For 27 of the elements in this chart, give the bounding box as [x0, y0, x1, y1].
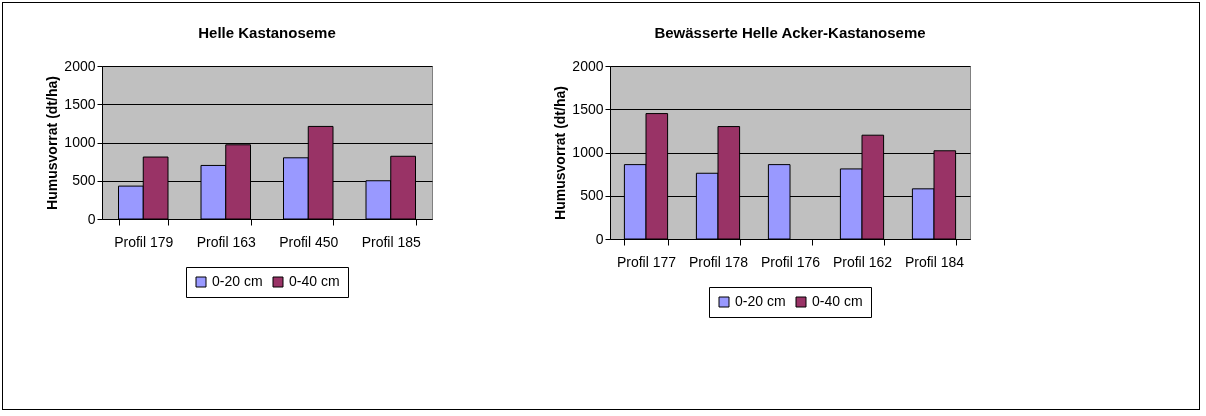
y-tick-label: 500 — [580, 187, 604, 204]
y-tick-label: 1000 — [64, 134, 96, 150]
chart-title: Helle Kastanoseme — [198, 24, 336, 41]
y-tick-label: 0 — [595, 230, 604, 247]
x-tick-label: Profil 185 — [361, 233, 422, 250]
x-tick-label: Profil 184 — [904, 253, 965, 270]
legend-label: 0-20 cm — [212, 273, 263, 289]
x-tick-label: Profil 162 — [832, 253, 893, 270]
y-tick-label: 0 — [87, 210, 96, 227]
x-tick-label: Profil 163 — [196, 233, 257, 250]
x-tick-label: Profil 179 — [114, 233, 174, 250]
x-tick-label: Profil 450 — [279, 233, 339, 250]
chart-title: Bewässerte Helle Acker-Kastanoseme — [654, 24, 926, 41]
y-tick-label: 2000 — [572, 57, 604, 74]
legend-label: 0-20 cm — [735, 293, 786, 309]
x-tick-label: Profil 176 — [760, 253, 821, 270]
y-axis-title: Humusvorrat (dt/ha) — [44, 76, 61, 210]
x-tick-label: Profil 178 — [688, 253, 749, 270]
x-tick-label: Profil 177 — [616, 253, 677, 270]
y-tick-label: 1000 — [572, 144, 604, 160]
legend-label: 0-40 cm — [289, 273, 340, 289]
y-tick-label: 500 — [72, 172, 96, 189]
y-tick-label: 1500 — [572, 100, 604, 117]
y-tick-label: 2000 — [64, 57, 96, 74]
y-tick-label: 1500 — [64, 95, 96, 112]
y-axis-title: Humusvorrat (dt/ha) — [552, 86, 569, 220]
legend-label: 0-40 cm — [812, 293, 863, 309]
